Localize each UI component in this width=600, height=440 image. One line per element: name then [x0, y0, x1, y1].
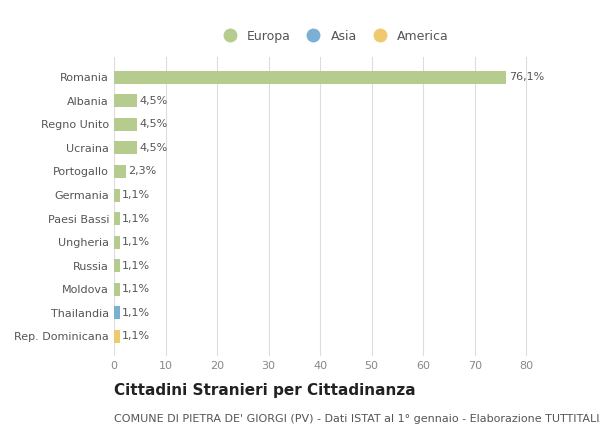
Text: 4,5%: 4,5% — [140, 119, 168, 129]
Text: 1,1%: 1,1% — [122, 190, 151, 200]
Text: COMUNE DI PIETRA DE' GIORGI (PV) - Dati ISTAT al 1° gennaio - Elaborazione TUTTI: COMUNE DI PIETRA DE' GIORGI (PV) - Dati … — [114, 414, 600, 424]
Text: 4,5%: 4,5% — [140, 143, 168, 153]
Text: 1,1%: 1,1% — [122, 331, 151, 341]
Text: 76,1%: 76,1% — [509, 72, 544, 82]
Bar — [114, 94, 137, 107]
Bar — [114, 283, 119, 296]
Text: 1,1%: 1,1% — [122, 284, 151, 294]
Bar — [114, 330, 119, 343]
Text: 1,1%: 1,1% — [122, 308, 151, 318]
Text: 4,5%: 4,5% — [140, 96, 168, 106]
Bar — [114, 212, 119, 225]
Bar — [114, 165, 126, 178]
Text: 1,1%: 1,1% — [122, 260, 151, 271]
Text: Cittadini Stranieri per Cittadinanza: Cittadini Stranieri per Cittadinanza — [114, 383, 416, 398]
Legend: Europa, Asia, America: Europa, Asia, America — [212, 25, 454, 48]
Bar — [114, 71, 506, 84]
Bar — [114, 306, 119, 319]
Bar — [114, 236, 119, 249]
Bar — [114, 118, 137, 131]
Text: 2,3%: 2,3% — [128, 166, 157, 176]
Text: 1,1%: 1,1% — [122, 213, 151, 224]
Bar — [114, 189, 119, 202]
Text: 1,1%: 1,1% — [122, 237, 151, 247]
Bar — [114, 141, 137, 154]
Bar — [114, 259, 119, 272]
